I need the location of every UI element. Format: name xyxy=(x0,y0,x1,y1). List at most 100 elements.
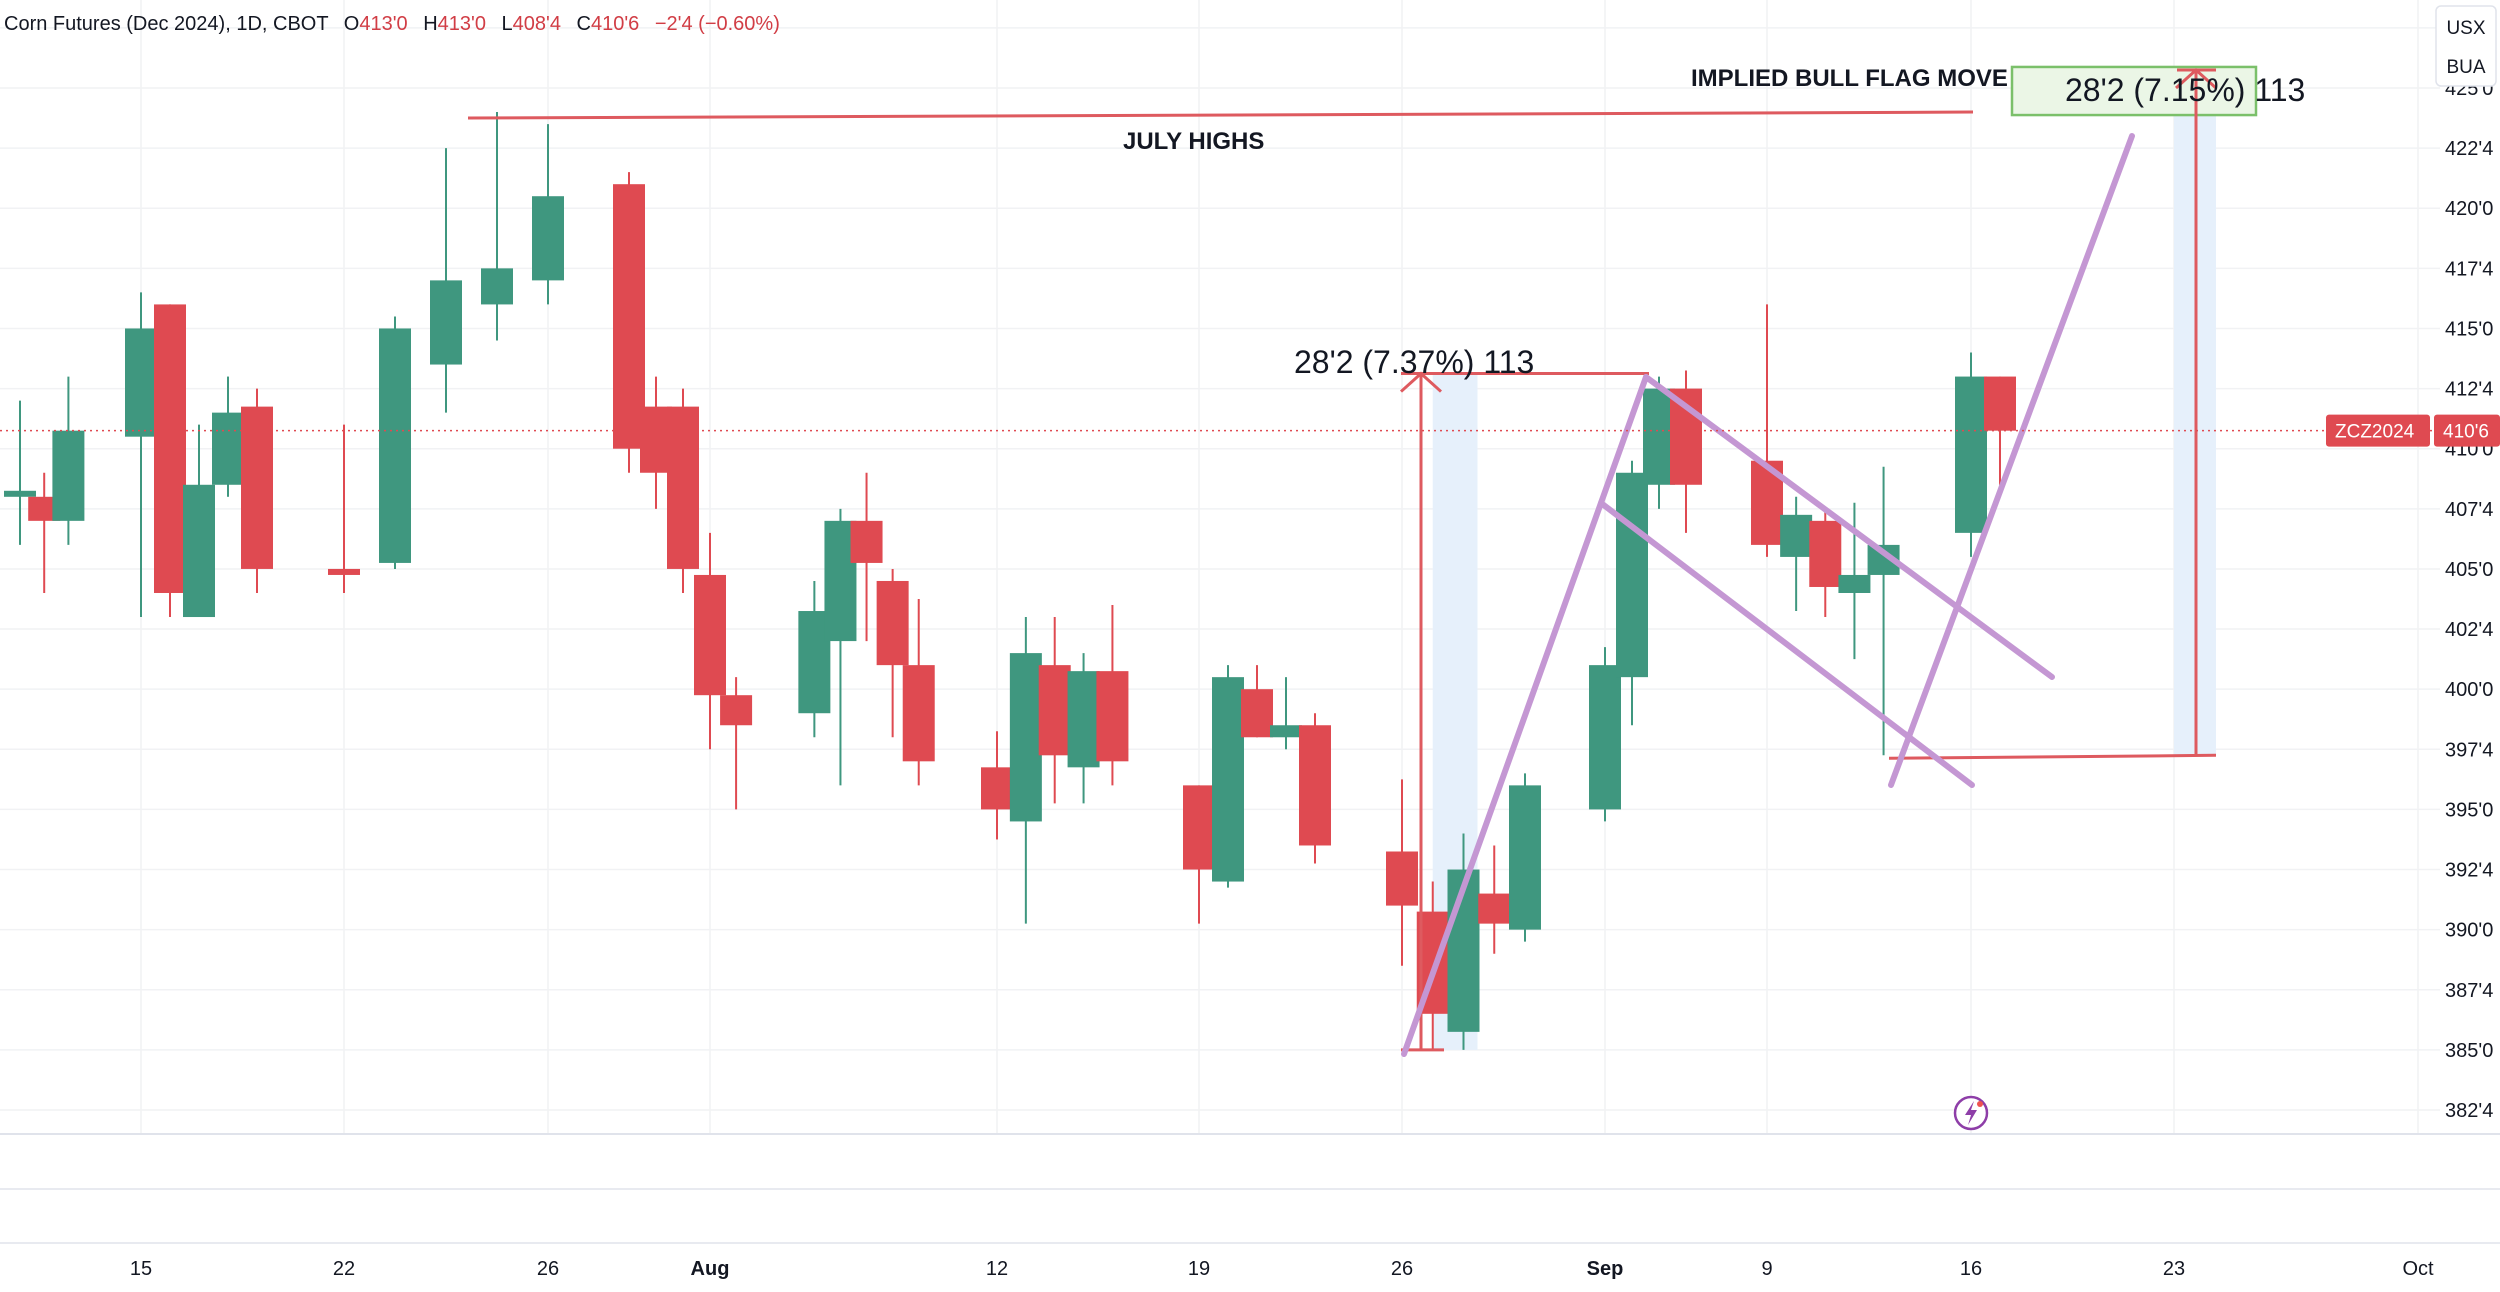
x-tick-label: Sep xyxy=(1587,1258,1624,1280)
side-buttons-panel xyxy=(2435,5,2497,87)
close-value: 410'6 xyxy=(591,13,639,35)
candle-body[interactable] xyxy=(379,328,411,563)
candle-body[interactable] xyxy=(481,268,513,305)
flag-pole-line[interactable] xyxy=(1401,374,1649,1057)
candle-body[interactable] xyxy=(981,767,1013,810)
x-tick-label: Oct xyxy=(2402,1258,2434,1280)
y-tick-label: 402'4 xyxy=(2445,619,2493,641)
x-tick-label: 23 xyxy=(2163,1258,2185,1280)
y-tick-label: 382'4 xyxy=(2445,1100,2493,1122)
x-tick-label: 15 xyxy=(130,1258,152,1280)
y-tick-label: 407'4 xyxy=(2445,499,2493,521)
candle-body[interactable] xyxy=(1955,376,1987,533)
implied-bull-flag-label: IMPLIED BULL FLAG MOVE xyxy=(1691,65,2008,92)
ticker-badge-text: ZCZ2024 xyxy=(2335,422,2415,443)
measure-2-label: 28'2 (7.15%) 113 xyxy=(2065,72,2305,108)
candle-body[interactable] xyxy=(694,574,726,696)
x-tick-label: 9 xyxy=(1761,1258,1772,1280)
candle-body[interactable] xyxy=(1589,665,1621,810)
candle-body[interactable] xyxy=(183,484,215,618)
candle-body[interactable] xyxy=(1270,725,1302,738)
y-tick-label: 385'0 xyxy=(2445,1040,2493,1062)
x-tick-label: 26 xyxy=(537,1258,559,1280)
symbol-title: Corn Futures (Dec 2024), 1D, CBOT xyxy=(4,13,328,35)
candle-body[interactable] xyxy=(212,412,244,485)
lightning-icon[interactable] xyxy=(1953,1095,1989,1131)
price-axis[interactable]: 382'4 385'0 387'4 390'0 392'4 395'0 397'4 400'0… xyxy=(2445,18,2493,1122)
y-tick-label: 390'0 xyxy=(2445,920,2493,942)
flag-upper-line[interactable] xyxy=(1643,374,2055,680)
open-value: 413'0 xyxy=(359,13,407,35)
candle-body[interactable] xyxy=(613,184,645,449)
candle-body[interactable] xyxy=(1241,689,1273,738)
candle-body[interactable] xyxy=(876,580,909,666)
candle-body[interactable] xyxy=(1984,376,2016,431)
candle-body[interactable] xyxy=(1009,653,1042,822)
y-tick-label: 417'4 xyxy=(2445,258,2493,280)
candle-body[interactable] xyxy=(1616,472,1648,678)
candle-body[interactable] xyxy=(850,520,883,563)
y-tick-label: 387'4 xyxy=(2445,980,2493,1002)
candle-body[interactable] xyxy=(1386,851,1418,906)
candle-body[interactable] xyxy=(4,490,36,497)
y-tick-label: 415'0 xyxy=(2445,318,2493,340)
candle-body[interactable] xyxy=(1038,665,1071,756)
y-tick-label: 422'4 xyxy=(2445,138,2493,160)
price-badge xyxy=(2434,414,2500,447)
candle-body[interactable] xyxy=(1447,869,1480,1032)
candle-body[interactable] xyxy=(640,406,672,473)
high-value: 413'0 xyxy=(438,13,486,35)
july-highs-label: JULY HIGHS xyxy=(1123,128,1264,155)
y-tick-label: 392'4 xyxy=(2445,860,2493,882)
candle-body[interactable] xyxy=(1780,514,1813,557)
side-buttons: USX BUA xyxy=(2435,5,2497,87)
candle-body[interactable] xyxy=(125,328,157,437)
time-axis[interactable]: 15 22 26 Aug 12 19 26 Sep 9 16 23 Oct xyxy=(130,1258,2434,1280)
candle-body[interactable] xyxy=(1643,388,1675,485)
candle-body[interactable] xyxy=(328,568,360,575)
candle-body[interactable] xyxy=(667,406,699,569)
annotations: JULY HIGHS IMPLIED BULL FLAG MOVE 28'2 (… xyxy=(467,65,2305,1057)
measure-2-arrowhead xyxy=(2174,67,2218,90)
candle-body[interactable] xyxy=(1509,785,1541,930)
candle-body[interactable] xyxy=(720,695,753,726)
x-tick-label: Aug xyxy=(691,1258,730,1280)
measure-1-label: 28'2 (7.37%) 113 xyxy=(1294,344,1534,380)
candle-body[interactable] xyxy=(902,665,935,762)
candle-body[interactable] xyxy=(532,196,564,281)
header-legend: Corn Futures (Dec 2024), 1D, CBOT O413'0… xyxy=(4,13,780,35)
measure-1-arrowhead xyxy=(1399,371,1443,393)
price-badge-text: 410'6 xyxy=(2443,422,2489,443)
candle-body[interactable] xyxy=(1299,725,1331,846)
change-value: −2'4 (−0.60%) xyxy=(655,13,780,35)
target-box[interactable] xyxy=(2010,65,2258,117)
usx-button[interactable]: USX xyxy=(2446,18,2485,39)
candle-body[interactable] xyxy=(1212,677,1244,882)
candle-body[interactable] xyxy=(154,304,186,593)
july-highs-line[interactable] xyxy=(467,110,1974,120)
x-tick-label: 19 xyxy=(1188,1258,1210,1280)
candle-body[interactable] xyxy=(430,280,462,365)
flag-projection-line[interactable] xyxy=(1888,133,2135,788)
candle-body[interactable] xyxy=(1838,574,1871,593)
y-tick-label: 405'0 xyxy=(2445,559,2493,581)
measure-2-bottom-line[interactable] xyxy=(1888,753,2217,760)
ticker-badge xyxy=(2326,414,2430,447)
candle-body[interactable] xyxy=(1478,893,1511,924)
x-tick-label: 22 xyxy=(333,1258,355,1280)
bua-button[interactable]: BUA xyxy=(2446,57,2485,78)
candle-body[interactable] xyxy=(1183,785,1215,870)
x-tick-label: 16 xyxy=(1960,1258,1982,1280)
price-label-badge: ZCZ2024 410'6 xyxy=(2326,414,2500,447)
x-tick-label: 12 xyxy=(986,1258,1008,1280)
candles xyxy=(4,112,2016,1050)
candle-body[interactable] xyxy=(241,406,273,569)
grid xyxy=(0,0,2440,1134)
candle-body[interactable] xyxy=(1809,520,1842,587)
y-tick-label: 397'4 xyxy=(2445,739,2493,761)
candle-body[interactable] xyxy=(52,430,85,521)
candle-body[interactable] xyxy=(1067,671,1100,768)
candle-body[interactable] xyxy=(1096,671,1129,762)
